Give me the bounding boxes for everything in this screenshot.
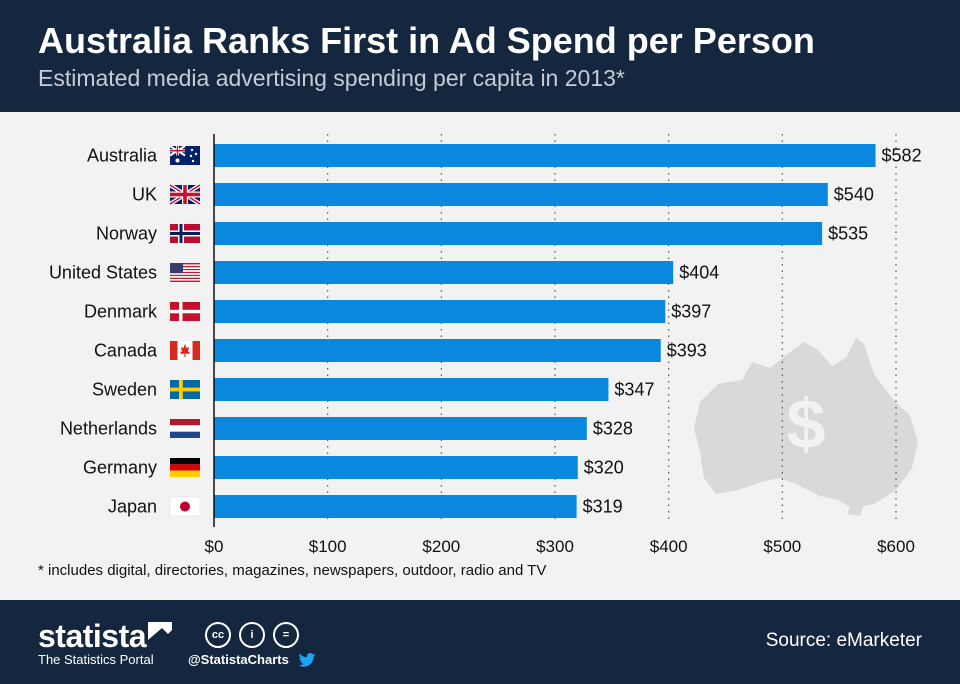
chart-title: Australia Ranks First in Ad Spend per Pe…: [38, 20, 815, 61]
x-tick-label: $100: [309, 537, 347, 556]
category-label: Canada: [94, 341, 158, 361]
source-label: Source: eMarketer: [765, 630, 922, 651]
x-tick-label: $400: [650, 537, 688, 556]
chart-subtitle: Estimated media advertising spending per…: [38, 65, 625, 91]
x-tick-label: $600: [877, 537, 915, 556]
bar: [214, 183, 828, 206]
value-label: $319: [583, 497, 623, 517]
value-label: $347: [614, 380, 654, 400]
uk-flag-icon: [168, 183, 202, 206]
statista-logo-text[interactable]: statista: [38, 618, 147, 654]
denmark-flag-icon: [170, 302, 200, 321]
japan-flag-icon: [169, 496, 201, 517]
no-derivatives-icon[interactable]: =: [273, 622, 299, 648]
canada-flag-icon: [170, 341, 200, 360]
statista-logo-icon: [148, 622, 172, 646]
bar: [214, 300, 666, 323]
germany-flag-icon: [170, 458, 200, 477]
bar-chart: $ $0 $100 $200 $300 $400 $500 $600 $582 Australia…: [49, 134, 922, 556]
x-tick-label: $500: [763, 537, 801, 556]
value-label: $397: [671, 302, 711, 322]
value-label: $320: [584, 458, 624, 478]
australia-map-icon: $: [694, 338, 918, 516]
value-label: $540: [834, 185, 874, 205]
bar: [214, 378, 609, 401]
x-tick-label: $0: [205, 537, 224, 556]
value-label: $393: [667, 341, 707, 361]
category-label: Japan: [108, 497, 157, 517]
value-label: $404: [679, 263, 719, 283]
attribution-icon[interactable]: i: [239, 622, 265, 648]
x-tick-label: $300: [536, 537, 574, 556]
cc-icon[interactable]: cc: [205, 622, 231, 648]
category-label: Sweden: [92, 380, 157, 400]
australia-flag-icon: [169, 145, 200, 165]
united-states-flag-icon: [170, 263, 200, 282]
category-label: Netherlands: [60, 419, 157, 439]
norway-flag-icon: [170, 224, 200, 243]
sweden-flag-icon: [170, 380, 200, 399]
bar: [214, 261, 674, 284]
x-tick-label: $200: [422, 537, 460, 556]
header: Australia Ranks First in Ad Spend per Pe…: [0, 0, 960, 112]
bar: [214, 222, 823, 245]
value-label: $328: [593, 419, 633, 439]
bar: [214, 456, 578, 479]
bar: [214, 339, 661, 362]
bar: [214, 144, 876, 167]
value-label: $582: [882, 146, 922, 166]
dollar-sign-icon: $: [787, 385, 826, 463]
tagline: The Statistics Portal: [38, 652, 154, 667]
twitter-handle[interactable]: @StatistaCharts: [188, 652, 289, 667]
category-label: Denmark: [84, 302, 158, 322]
footnote: * includes digital, directories, magazin…: [38, 562, 547, 579]
bar: [214, 417, 587, 440]
twitter-icon[interactable]: [298, 653, 316, 667]
tasmania-shape: [848, 504, 864, 516]
category-label: UK: [132, 185, 157, 205]
value-label: $535: [828, 224, 868, 244]
license-icons[interactable]: cc i =: [205, 622, 299, 648]
australia-map-shape: [694, 338, 918, 508]
footer: statista The Statistics Portal cc i = @S…: [0, 600, 960, 684]
category-label: Germany: [83, 458, 157, 478]
bar: [214, 495, 577, 518]
category-label: Norway: [96, 224, 157, 244]
category-label: United States: [49, 263, 157, 283]
netherlands-flag-icon: [170, 419, 200, 438]
category-label: Australia: [87, 146, 158, 166]
